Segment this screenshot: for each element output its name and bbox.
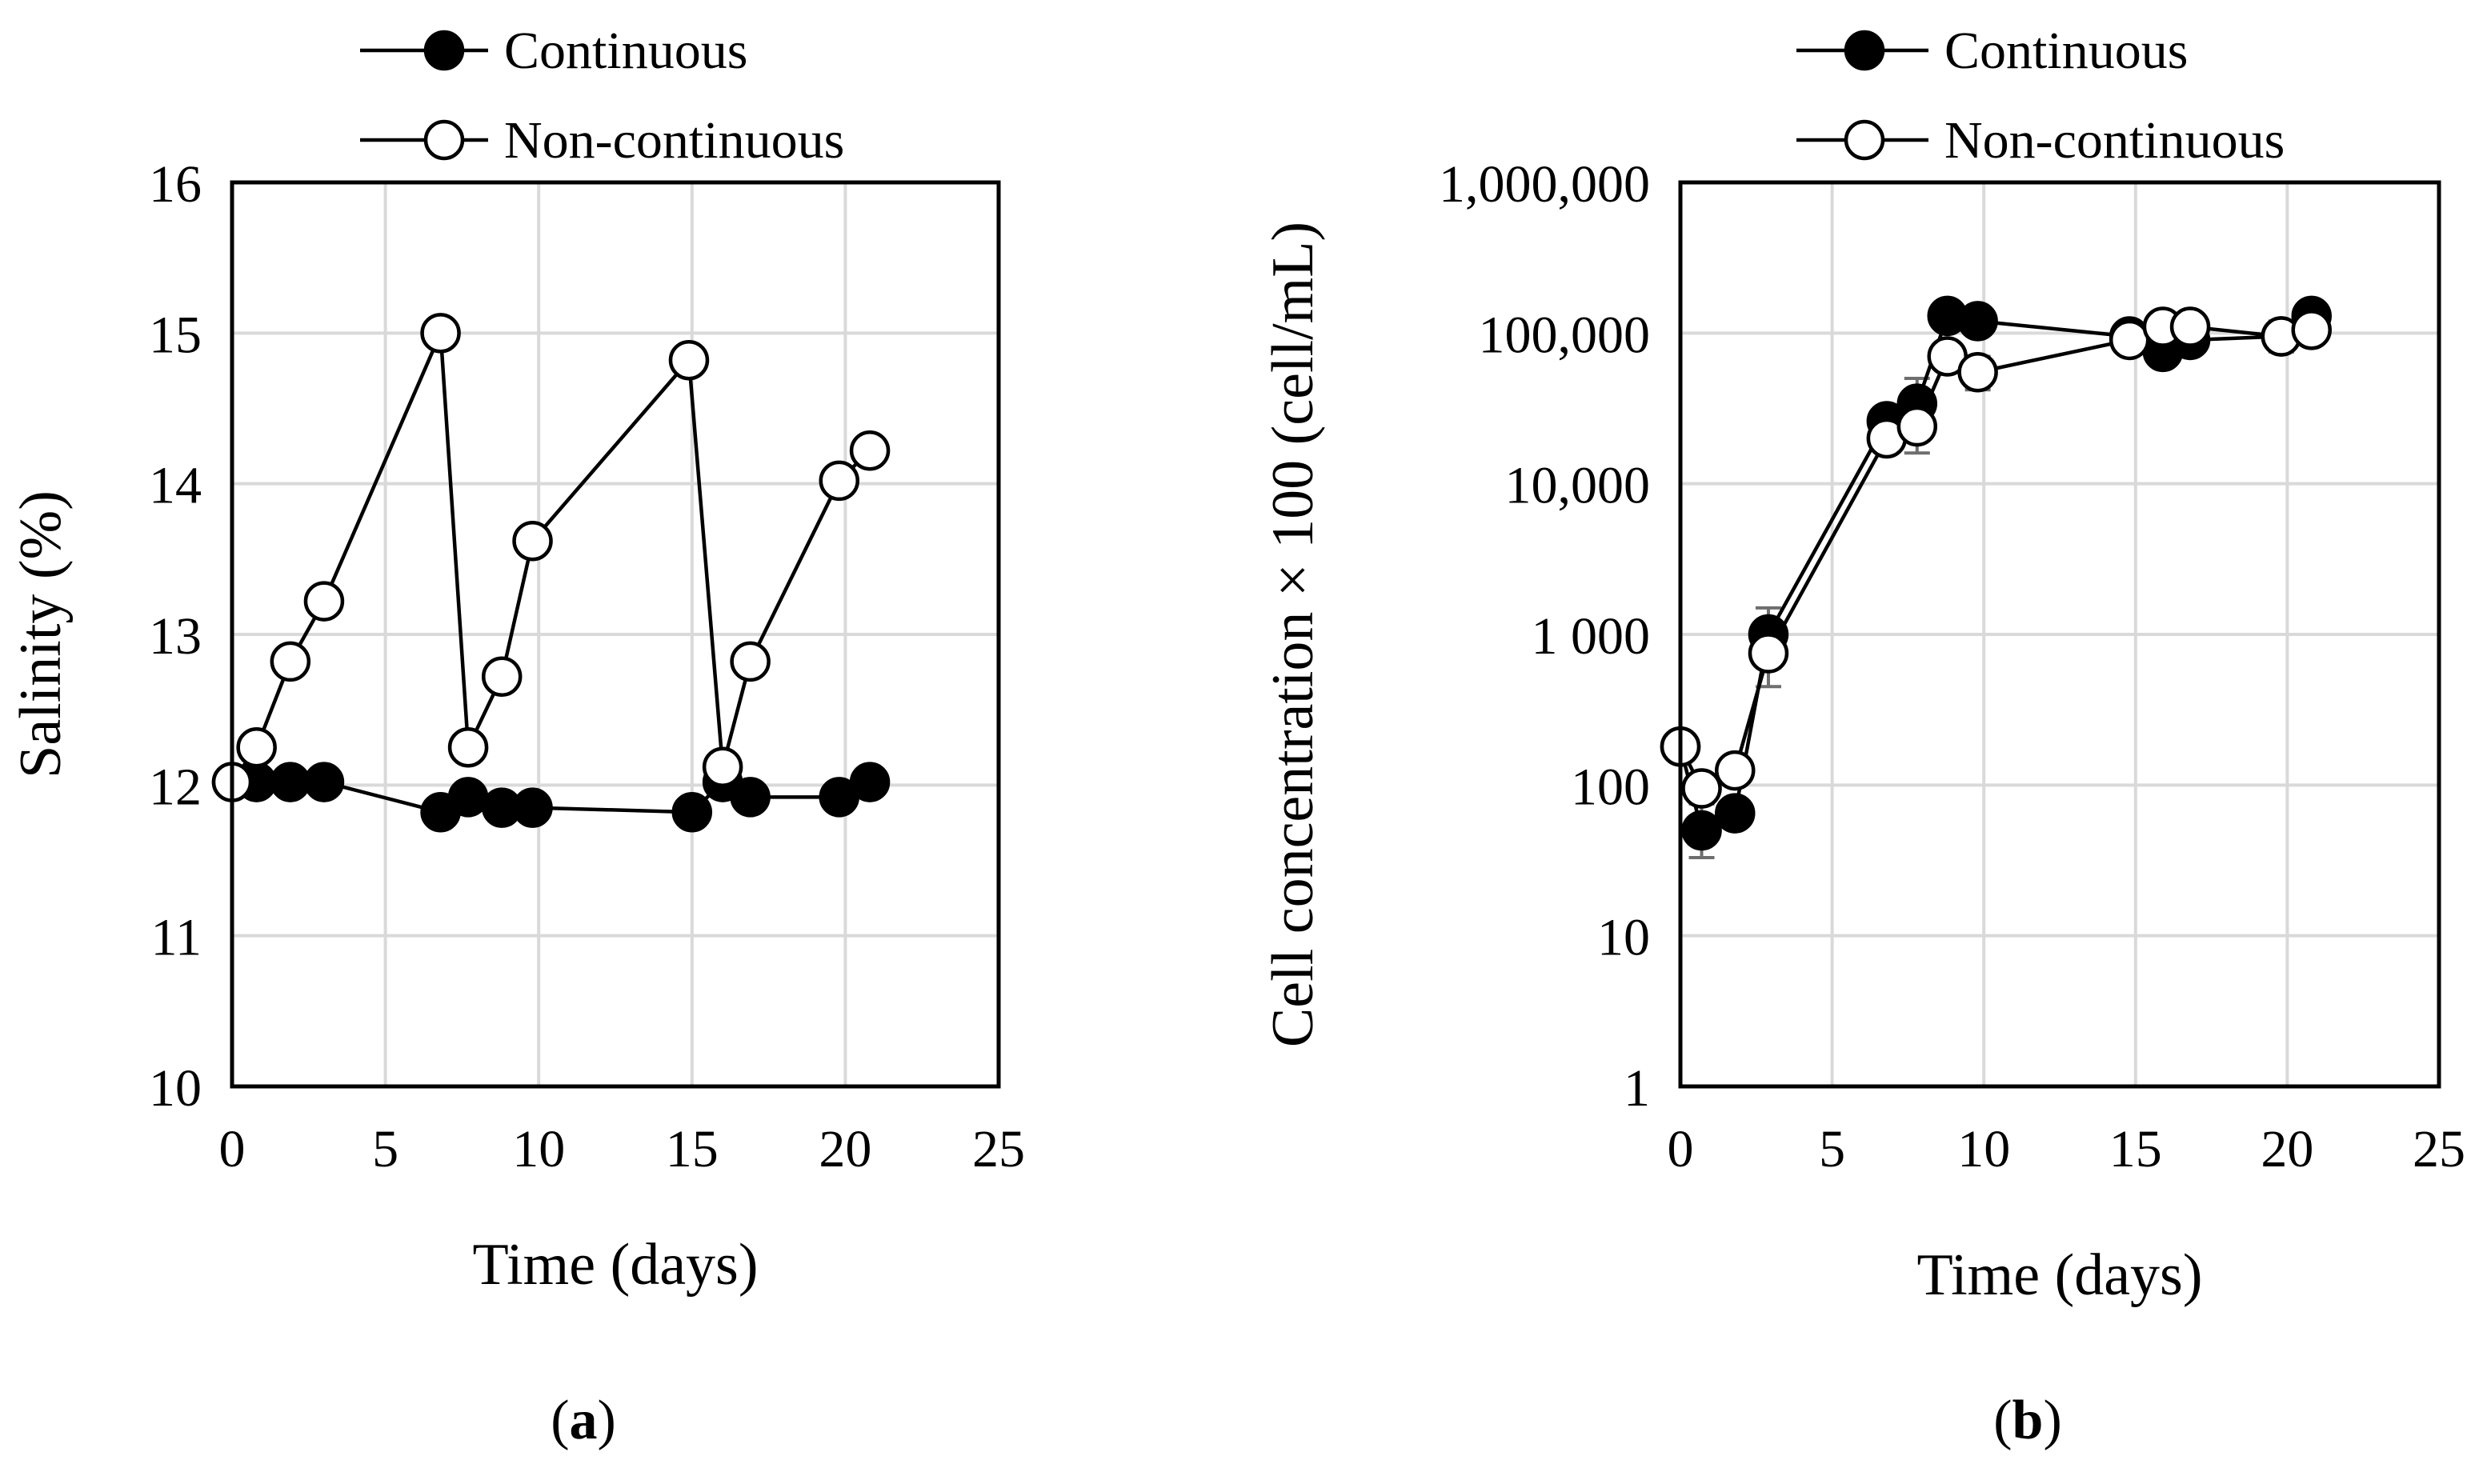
panel-b-x-tick-label: 5 [1819, 1120, 1845, 1178]
panel-a-y-tick-label: 12 [149, 758, 202, 816]
panel-a-point-non-continuous [512, 520, 553, 562]
panel-b-legend-continuous-marker [1844, 30, 1885, 71]
panel-a-point-continuous [447, 777, 489, 818]
panel-a-label: (a) [551, 1390, 616, 1451]
panel-a-legend-continuous-label: Continuous [504, 22, 747, 80]
panel-a-y-tick-label: 14 [149, 457, 202, 515]
panel-b-y-tick-label: 100 [1571, 758, 1650, 816]
panel-a-point-continuous [849, 762, 891, 802]
panel-b-label-letter: b [2012, 1390, 2044, 1451]
panel-a-label-letter: a [570, 1390, 598, 1451]
panel-a-x-tick-labels: 0 5 10 15 20 25 [219, 1120, 1026, 1178]
panel-b-y-tick-label: 10,000 [1505, 457, 1651, 515]
panel-b-legend-continuous-label: Continuous [1944, 22, 2188, 80]
panel-a-point-non-continuous [420, 313, 461, 354]
panel-a-x-tick-label: 5 [372, 1120, 398, 1178]
panel-a-plot-frame [230, 180, 1001, 1089]
panel-b-y-tick-label: 10 [1597, 909, 1650, 967]
panel-a-point-continuous [303, 762, 345, 802]
panel-a-y-tick-label: 10 [149, 1059, 202, 1118]
panel-a-x-tick-label: 20 [819, 1120, 871, 1178]
panel-b-chart: 1 10 100 1 000 10,000 100,000 1,000,000 0 5 10 15… [1260, 22, 2465, 1451]
panel-b-point-continuous [1715, 793, 1756, 834]
panel-b-x-tick-label: 0 [1668, 1120, 1694, 1178]
panel-a-point-continuous [671, 791, 713, 833]
panel-a-x-tick-label: 0 [219, 1120, 246, 1178]
panel-a-point-non-continuous [668, 339, 710, 381]
panel-a-point-continuous [270, 762, 311, 802]
panel-a-point-non-continuous [730, 641, 771, 682]
panel-b-x-axis-title: Time (days) [1917, 1242, 2203, 1308]
panel-a-y-tick-label: 11 [150, 909, 202, 967]
panel-b-legend: Continuous Non-continuous [1796, 22, 2285, 170]
panel-a-legend-continuous-marker [423, 30, 465, 71]
panel-a-x-tick-label: 15 [666, 1120, 719, 1178]
panel-a-point-continuous [512, 787, 553, 828]
panel-b-y-tick-label: 100,000 [1479, 306, 1651, 364]
panel-a-y-tick-label: 13 [149, 607, 202, 666]
panel-a-y-tick-labels: 10 11 12 13 14 15 16 [149, 155, 202, 1118]
panel-b-legend-non-continuous-marker [1844, 119, 1885, 161]
panel-a-y-tick-label: 16 [149, 155, 202, 214]
panel-b-x-tick-label: 10 [1957, 1120, 2010, 1178]
panel-b-y-tick-label: 1,000,000 [1439, 155, 1650, 214]
panel-a-point-non-continuous [849, 430, 891, 471]
panel-b-x-tick-labels: 0 5 10 15 20 25 [1668, 1120, 2466, 1178]
panel-b-legend-non-continuous-label: Non-continuous [1944, 111, 2285, 170]
panel-a-point-non-continuous [236, 727, 277, 768]
panel-b-point-non-continuous [2109, 319, 2150, 361]
panel-b-point-non-continuous [1896, 406, 1938, 447]
panel-b-point-continuous [1957, 301, 1998, 342]
panel-b-point-non-continuous [2169, 306, 2211, 347]
panel-a-point-non-continuous [303, 581, 345, 622]
panel-a-y-axis-title: Salinity (%) [8, 490, 74, 778]
panel-b-point-non-continuous [1715, 750, 1756, 791]
panel-a-point-non-continuous [819, 460, 859, 502]
panel-a-point-non-continuous [447, 727, 489, 768]
panel-b-point-non-continuous [1957, 351, 1998, 393]
panel-b-x-tick-label: 15 [2109, 1120, 2162, 1178]
panel-a-x-axis-title: Time (days) [473, 1232, 759, 1298]
panel-a-gridlines [230, 181, 1000, 1088]
panel-a-point-continuous [730, 777, 771, 818]
panel-b-label: (b) [1993, 1390, 2062, 1451]
panel-b-point-continuous [1681, 810, 1722, 851]
panel-b-point-non-continuous [1748, 633, 1789, 674]
panel-a-chart: 10 11 12 13 14 15 16 0 5 10 15 20 25 Salinity (%) T… [8, 22, 1025, 1451]
panel-b-point-non-continuous [1681, 768, 1722, 809]
panel-a-x-tick-label: 10 [512, 1120, 565, 1178]
panel-b-x-tick-label: 20 [2261, 1120, 2313, 1178]
panel-a-legend-non-continuous-marker [423, 119, 465, 161]
panel-b-y-tick-labels: 1 10 100 1 000 10,000 100,000 1,000,000 [1439, 155, 1650, 1118]
panel-b-plot-frame [1678, 180, 2441, 1089]
panel-a-point-non-continuous [270, 641, 311, 682]
panel-b-series [1660, 295, 2332, 860]
panel-a-point-non-continuous [702, 746, 743, 787]
panel-b-x-tick-label: 25 [2413, 1120, 2465, 1178]
panel-b-point-non-continuous [2291, 310, 2332, 350]
panel-b-y-tick-label: 1 [1624, 1059, 1650, 1118]
panel-a-y-tick-label: 15 [149, 306, 202, 364]
panel-b-y-tick-label: 1 000 [1532, 607, 1651, 666]
panel-a-x-tick-label: 25 [972, 1120, 1025, 1178]
panel-a-point-non-continuous [481, 656, 523, 697]
panel-a-legend: Continuous Non-continuous [360, 22, 844, 170]
panel-a-series [211, 313, 891, 833]
panel-a-legend-non-continuous-label: Non-continuous [504, 111, 844, 170]
panel-b-y-axis-title: Cell concentration × 100 (cell/mL) [1260, 222, 1326, 1047]
